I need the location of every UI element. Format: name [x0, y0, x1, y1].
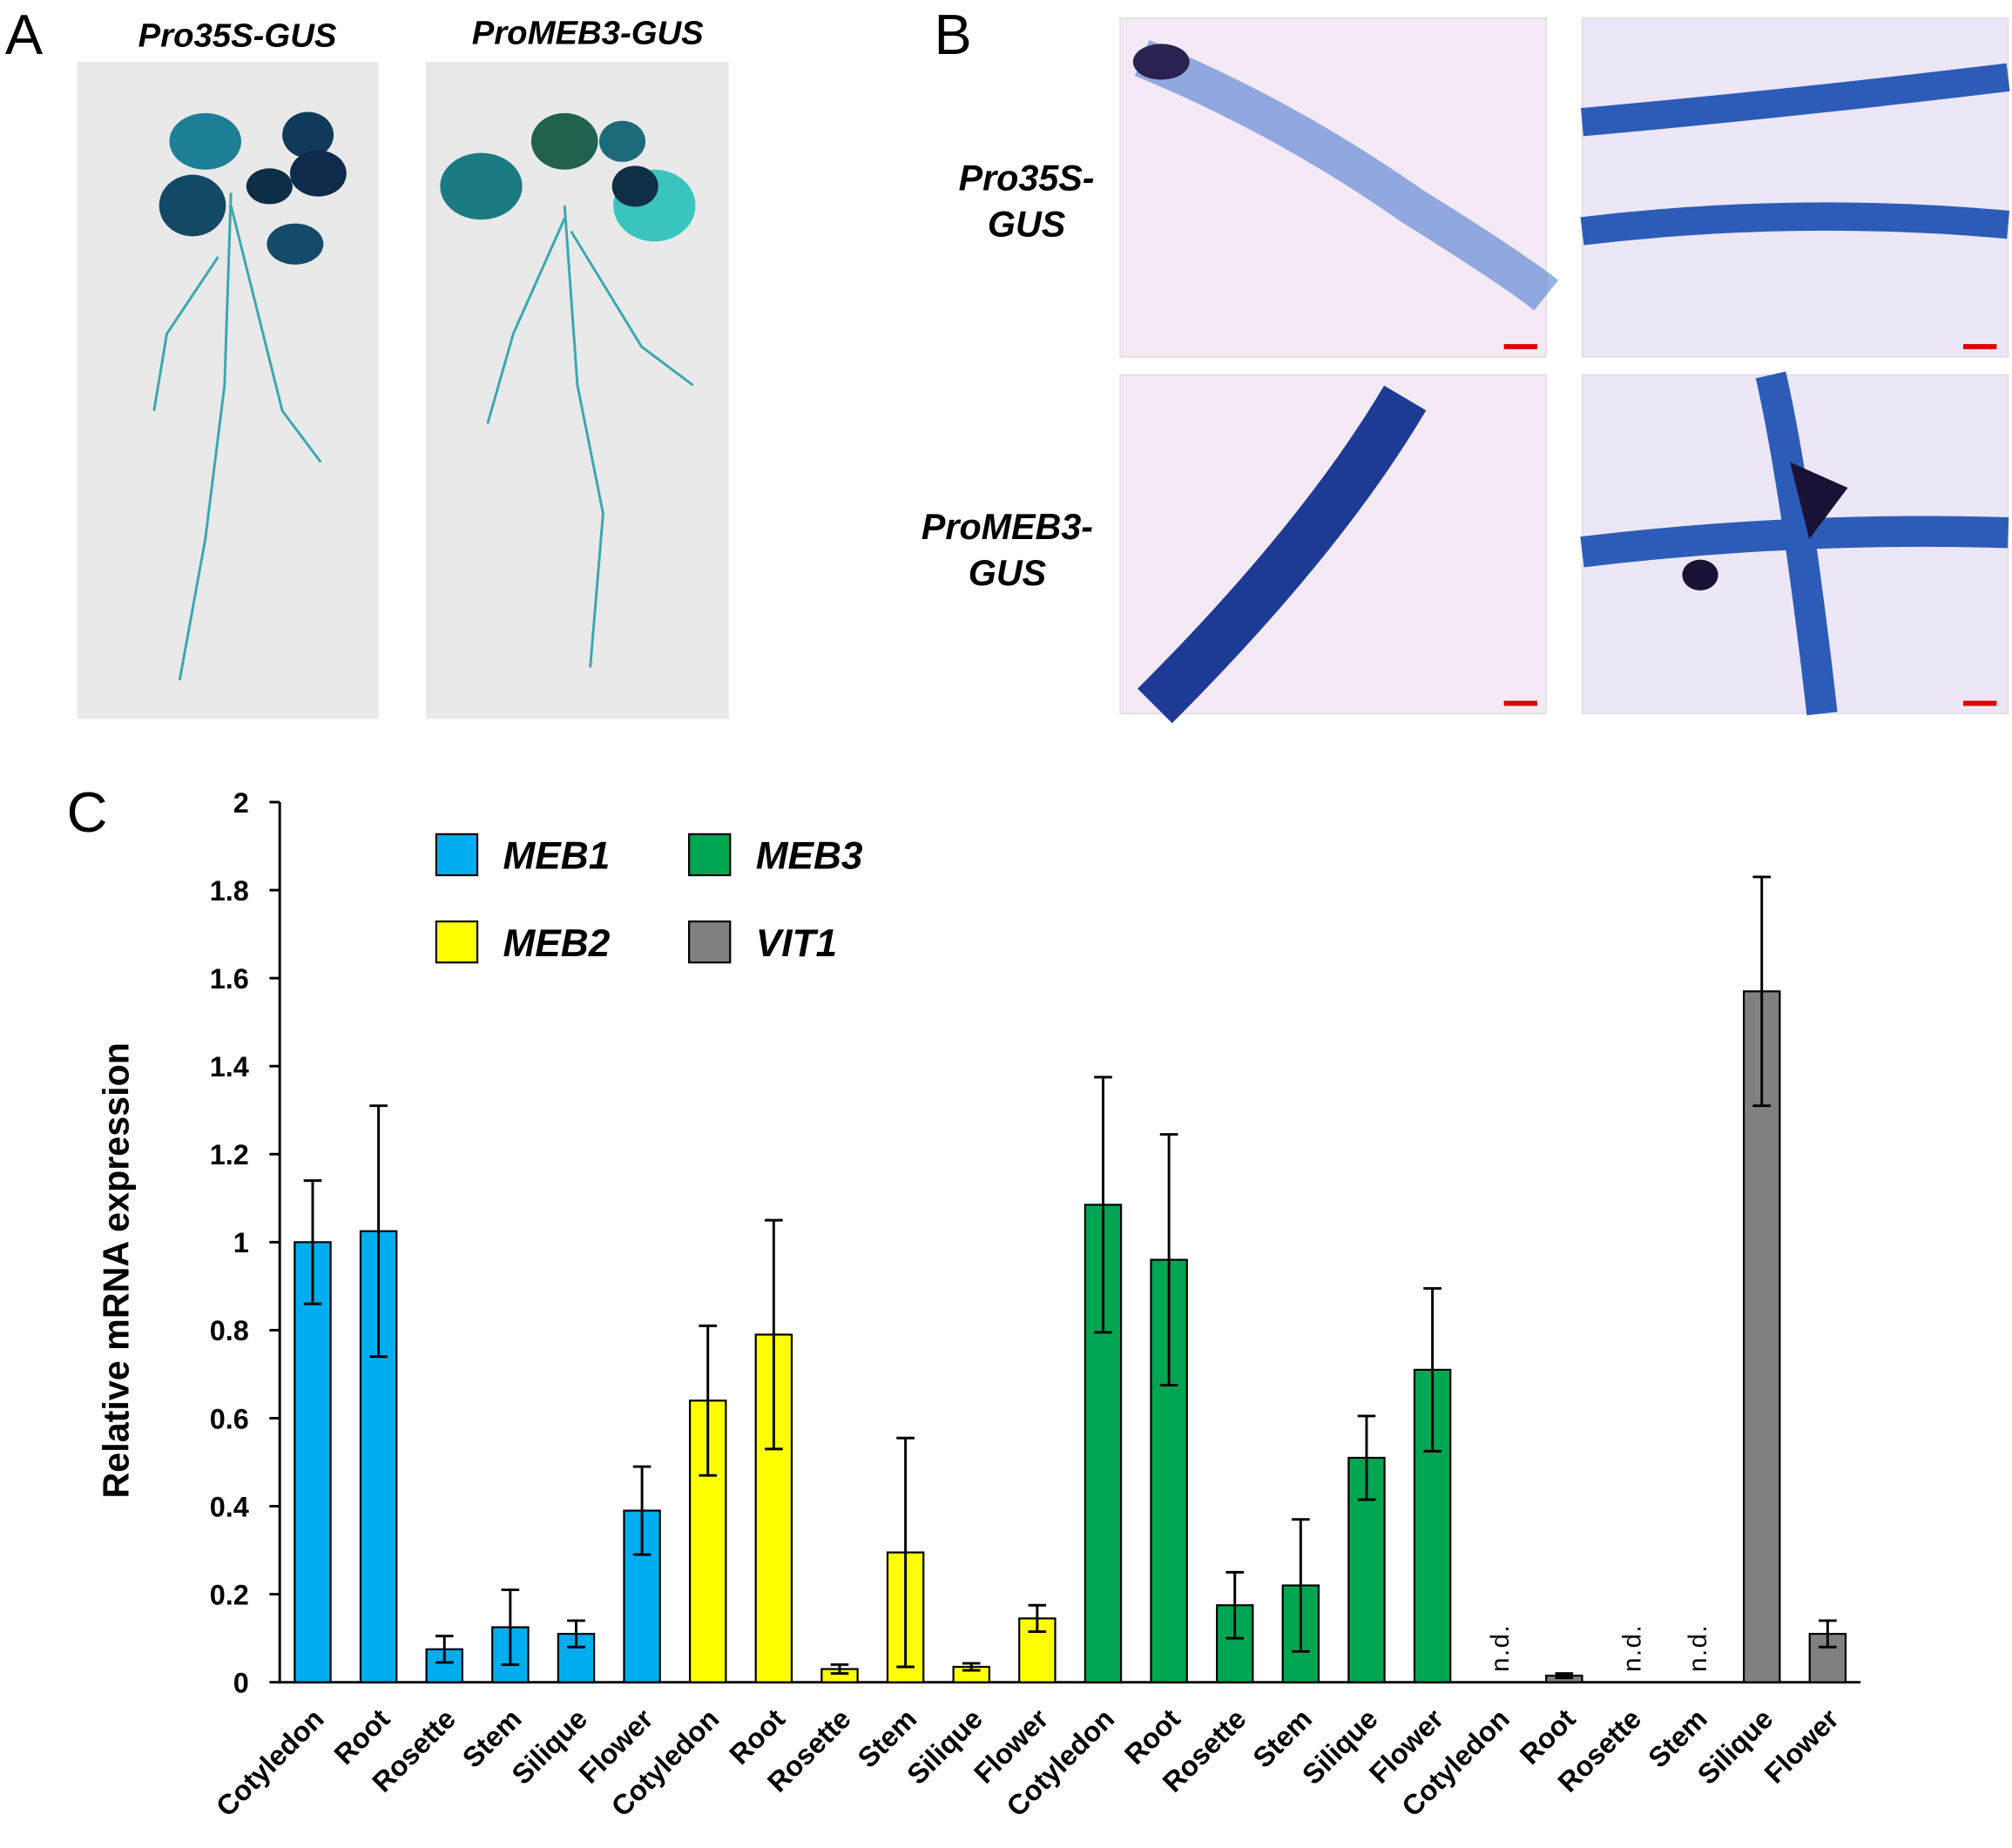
- error-bar: [1752, 875, 1772, 1108]
- legend-label: MEB2: [503, 922, 611, 965]
- legend-swatch: [435, 920, 479, 964]
- y-tick-label: 1.4: [210, 1051, 249, 1082]
- legend-swatch: [688, 920, 732, 964]
- photo-b: [1119, 17, 2010, 724]
- legend-label: VIT1: [756, 922, 837, 965]
- error-bar: [1423, 1286, 1441, 1453]
- error-bar: [1555, 1672, 1574, 1680]
- x-tick-label: Flower: [1759, 1703, 1846, 1790]
- panel-letter: A: [5, 3, 44, 66]
- error-bar: [1094, 1076, 1112, 1334]
- photo-label: ProMEB3-GUS: [472, 14, 704, 51]
- y-axis-title: Relative mRNA expression: [96, 1042, 136, 1498]
- legend-swatch: [688, 833, 732, 877]
- y-tick-label: 0.4: [210, 1491, 249, 1522]
- value-label: n.d.: [1617, 1624, 1646, 1672]
- bar: [425, 1648, 463, 1683]
- x-tick-label: Cotyledon: [210, 1703, 329, 1822]
- value-label: n.d.: [1486, 1624, 1515, 1672]
- error-bar: [632, 1465, 652, 1556]
- error-bar: [699, 1324, 718, 1477]
- panel-letter: B: [935, 3, 972, 66]
- error-bar: [501, 1588, 520, 1666]
- photo-a1: [77, 62, 379, 719]
- y-tick-label: 0.6: [210, 1403, 249, 1434]
- photo-label: ProMEB3-: [922, 507, 1093, 547]
- error-bar: [765, 1218, 783, 1451]
- error-bar: [962, 1662, 981, 1672]
- legend-swatch: [435, 833, 479, 877]
- error-bar: [1357, 1414, 1376, 1501]
- legend-label: MEB1: [503, 835, 611, 878]
- panel-letter: C: [67, 780, 108, 844]
- error-bar: [1225, 1570, 1245, 1640]
- error-bar: [567, 1619, 585, 1649]
- error-bar: [1028, 1603, 1047, 1634]
- photo-label: Pro35S-GUS: [138, 17, 337, 54]
- error-bar: [1819, 1619, 1837, 1649]
- error-bar: [830, 1663, 849, 1676]
- y-tick-label: 0: [233, 1667, 249, 1698]
- photo-label: GUS: [988, 204, 1066, 244]
- error-bar: [896, 1436, 915, 1669]
- y-tick-label: 1.2: [210, 1139, 249, 1170]
- error-bar: [1159, 1133, 1178, 1387]
- error-bar: [1292, 1518, 1310, 1653]
- error-bar: [303, 1179, 322, 1305]
- y-tick-label: 1: [233, 1227, 249, 1258]
- bar: [294, 1241, 332, 1683]
- chart: 00.20.40.60.811.21.41.61.82CotyledonRoot…: [210, 787, 1861, 1823]
- error-bar: [369, 1104, 388, 1359]
- y-tick-label: 2: [233, 787, 249, 819]
- error-bar: [435, 1635, 454, 1664]
- photo-label: GUS: [969, 553, 1047, 593]
- y-tick-label: 1.8: [210, 875, 249, 907]
- photo-a2: [426, 62, 729, 719]
- value-label: n.d.: [1684, 1624, 1712, 1672]
- legend-label: MEB3: [756, 835, 863, 878]
- y-tick-label: 1.6: [210, 963, 249, 995]
- y-tick-label: 0.8: [210, 1315, 249, 1346]
- y-tick-label: 0.2: [210, 1579, 249, 1610]
- photo-label: Pro35S-: [959, 158, 1095, 198]
